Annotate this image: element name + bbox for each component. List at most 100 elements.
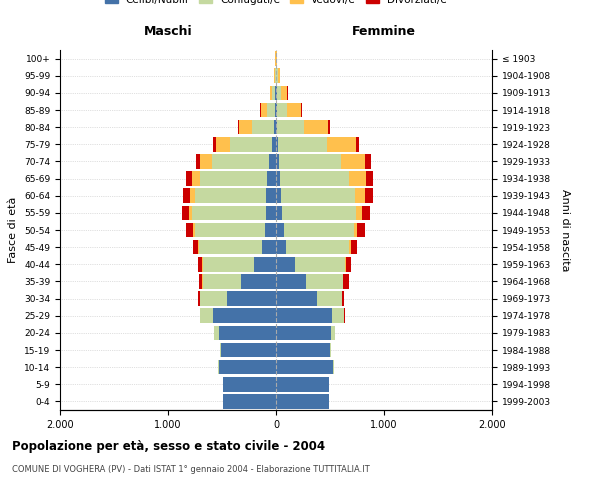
Y-axis label: Fasce di età: Fasce di età bbox=[8, 197, 19, 263]
Bar bbox=[261, 102, 268, 118]
Bar bbox=[203, 257, 254, 272]
Bar bbox=[193, 222, 195, 238]
Bar bbox=[182, 188, 190, 203]
Bar bbox=[212, 154, 269, 168]
Bar bbox=[275, 86, 276, 100]
Bar bbox=[239, 120, 253, 134]
Bar bbox=[278, 137, 327, 152]
Bar bbox=[241, 274, 276, 288]
Bar bbox=[190, 188, 195, 203]
Bar bbox=[266, 206, 276, 220]
Bar bbox=[365, 154, 371, 168]
Bar bbox=[219, 326, 276, 340]
Bar bbox=[287, 102, 301, 118]
Bar bbox=[283, 206, 356, 220]
Bar bbox=[295, 257, 345, 272]
Bar bbox=[286, 240, 349, 254]
Bar bbox=[270, 86, 272, 100]
Bar bbox=[331, 326, 335, 340]
Bar bbox=[203, 274, 241, 288]
Bar bbox=[344, 308, 345, 323]
Bar bbox=[277, 68, 278, 83]
Legend: Celibi/Nubili, Coniugati/e, Vedovi/e, Divorziati/e: Celibi/Nubili, Coniugati/e, Vedovi/e, Di… bbox=[101, 0, 451, 9]
Bar bbox=[327, 137, 356, 152]
Bar bbox=[317, 292, 342, 306]
Bar bbox=[356, 137, 359, 152]
Bar bbox=[276, 274, 306, 288]
Bar bbox=[266, 188, 276, 203]
Bar bbox=[216, 137, 230, 152]
Bar bbox=[192, 172, 200, 186]
Bar bbox=[253, 120, 274, 134]
Bar bbox=[306, 274, 343, 288]
Bar bbox=[230, 137, 272, 152]
Bar bbox=[277, 86, 281, 100]
Bar bbox=[265, 222, 276, 238]
Bar bbox=[200, 292, 227, 306]
Bar bbox=[276, 292, 317, 306]
Bar bbox=[357, 222, 365, 238]
Bar bbox=[356, 206, 362, 220]
Bar bbox=[276, 120, 277, 134]
Bar bbox=[198, 240, 199, 254]
Bar bbox=[200, 172, 268, 186]
Bar bbox=[193, 206, 266, 220]
Bar bbox=[276, 377, 329, 392]
Bar bbox=[354, 222, 357, 238]
Bar bbox=[196, 154, 200, 168]
Bar bbox=[276, 342, 330, 357]
Bar bbox=[279, 154, 341, 168]
Bar bbox=[276, 102, 277, 118]
Bar bbox=[254, 257, 276, 272]
Bar bbox=[276, 137, 278, 152]
Bar bbox=[345, 257, 346, 272]
Bar bbox=[182, 206, 189, 220]
Bar bbox=[223, 394, 276, 408]
Bar bbox=[227, 292, 276, 306]
Bar bbox=[362, 206, 370, 220]
Bar bbox=[199, 257, 202, 272]
Bar bbox=[276, 86, 277, 100]
Bar bbox=[202, 257, 203, 272]
Bar bbox=[193, 240, 198, 254]
Bar bbox=[276, 172, 280, 186]
Bar bbox=[346, 257, 352, 272]
Bar bbox=[274, 68, 275, 83]
Bar bbox=[276, 154, 279, 168]
Bar bbox=[195, 188, 266, 203]
Bar bbox=[276, 394, 329, 408]
Bar bbox=[214, 137, 216, 152]
Bar bbox=[277, 120, 304, 134]
Bar bbox=[281, 86, 287, 100]
Text: Maschi: Maschi bbox=[143, 25, 193, 38]
Bar bbox=[341, 154, 365, 168]
Bar bbox=[214, 308, 276, 323]
Bar bbox=[349, 172, 365, 186]
Bar bbox=[330, 342, 331, 357]
Bar bbox=[268, 102, 275, 118]
Bar bbox=[262, 240, 276, 254]
Bar bbox=[342, 292, 344, 306]
Bar bbox=[275, 102, 276, 118]
Bar bbox=[365, 188, 373, 203]
Bar bbox=[214, 326, 219, 340]
Bar bbox=[284, 222, 354, 238]
Bar bbox=[186, 172, 192, 186]
Bar bbox=[332, 308, 344, 323]
Bar bbox=[199, 292, 200, 306]
Text: COMUNE DI VOGHERA (PV) - Dati ISTAT 1° gennaio 2004 - Elaborazione TUTTITALIA.IT: COMUNE DI VOGHERA (PV) - Dati ISTAT 1° g… bbox=[12, 465, 370, 474]
Bar bbox=[276, 360, 333, 374]
Bar bbox=[276, 222, 284, 238]
Bar bbox=[272, 137, 276, 152]
Bar bbox=[276, 326, 331, 340]
Bar bbox=[189, 206, 193, 220]
Bar bbox=[220, 342, 221, 357]
Bar bbox=[301, 102, 302, 118]
Bar bbox=[223, 377, 276, 392]
Bar bbox=[187, 222, 193, 238]
Bar bbox=[276, 257, 295, 272]
Bar bbox=[219, 360, 276, 374]
Bar bbox=[328, 120, 329, 134]
Bar bbox=[278, 68, 280, 83]
Bar bbox=[350, 240, 357, 254]
